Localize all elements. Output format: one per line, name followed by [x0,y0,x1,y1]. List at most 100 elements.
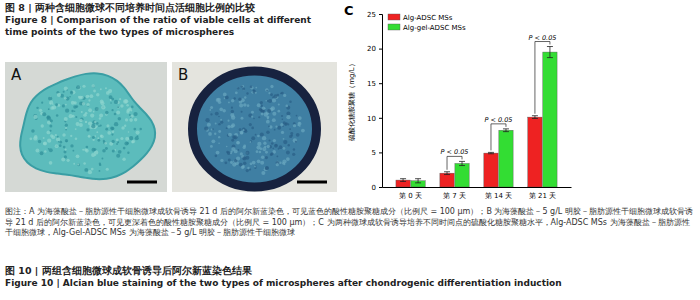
texture-dot [121,126,124,129]
texture-dot [231,147,235,151]
legend-item: Alg-gel-ADSC MSs [388,24,466,32]
texture-dot [56,114,59,117]
texture-dot [131,141,134,144]
texture-dot [281,115,283,117]
texture-dot [57,136,59,138]
texture-dot [99,170,101,172]
texture-dot [124,125,126,127]
texture-dot [223,93,227,97]
texture-dot [110,126,113,129]
texture-dot [210,145,213,148]
texture-dot [238,98,241,101]
texture-dot [48,96,52,100]
texture-dot [241,85,243,87]
texture-dot [215,122,217,124]
texture-dot [88,108,92,112]
texture-dot [96,131,98,133]
texture-dot [43,137,45,139]
texture-dot [226,151,229,154]
figure-title-cn: 图 10 | 两组含细胞微球成软骨诱导后阿尔新蓝染色结果 [5,265,695,277]
texture-dot [88,136,90,138]
texture-dot [220,119,222,121]
texture-dot [238,149,240,151]
texture-dot [114,100,118,104]
texture-dot [260,105,263,108]
y-tick: 0 [372,184,382,192]
texture-dot [231,123,235,127]
texture-dot [73,163,75,165]
texture-dot [216,98,220,102]
texture-dot [228,102,230,104]
texture-dot [105,111,109,115]
texture-dot [127,108,130,111]
texture-dot [100,99,104,103]
texture-dot [64,86,68,90]
texture-dot [250,141,252,143]
texture-dot [259,151,262,154]
x-tick-label: 第 14 天 [485,192,512,200]
texture-dot [239,128,242,131]
texture-dot [226,127,228,129]
texture-dot [69,114,73,118]
texture-dot [295,141,297,143]
texture-dot [251,136,255,140]
texture-dot [270,85,273,88]
chart: C0510152025第 0 天第 7 天第 14 天第 21 天P < 0.0… [342,2,577,207]
texture-dot [248,113,252,117]
texture-dot [224,161,227,164]
texture-dot [117,106,119,108]
texture-dot [126,104,129,107]
texture-dot [246,169,249,172]
texture-dot [290,132,293,135]
texture-dot [98,125,100,127]
texture-dot [74,110,76,112]
texture-dot [55,144,59,148]
texture-dot [254,165,256,167]
texture-dot [235,91,238,94]
y-tick: 20 [367,45,382,53]
y-tick: 25 [367,11,382,19]
texture-dot [33,115,37,119]
texture-dot [212,128,214,130]
texture-dot [274,144,278,148]
texture-dot [204,127,208,131]
texture-dot [205,118,209,122]
texture-dot [77,86,81,90]
texture-dot [47,139,51,143]
texture-dot [265,156,268,159]
texture-dot [124,141,128,145]
texture-dot [283,94,286,97]
texture-dot [69,96,71,98]
texture-dot [298,116,302,120]
texture-dot [101,135,103,137]
texture-dot [301,129,305,133]
texture-dot [262,147,266,151]
y-tick: 10 [367,115,382,123]
texture-dot [85,149,89,153]
texture-dot [272,98,276,102]
texture-dot [207,123,211,127]
texture-dot [91,168,94,171]
texture-dot [67,159,70,162]
texture-dot [257,142,261,146]
texture-dot [216,151,220,155]
texture-dot [286,112,290,116]
error-bar [532,116,538,119]
texture-dot [40,151,44,155]
texture-dot [218,116,220,118]
legend-swatch [388,14,400,20]
y-axis-line [379,15,383,188]
texture-dot [65,109,69,113]
scale-bar [127,181,157,184]
texture-dot [277,126,281,130]
texture-dot [39,109,42,112]
texture-dot [48,108,50,110]
texture-dot [133,112,137,116]
texture-dot [278,148,280,150]
texture-dot [236,156,240,160]
texture-dot [281,92,284,95]
texture-dot [90,113,94,117]
texture-dot [282,159,286,163]
texture-dot [111,130,114,133]
texture-dot [276,163,279,166]
